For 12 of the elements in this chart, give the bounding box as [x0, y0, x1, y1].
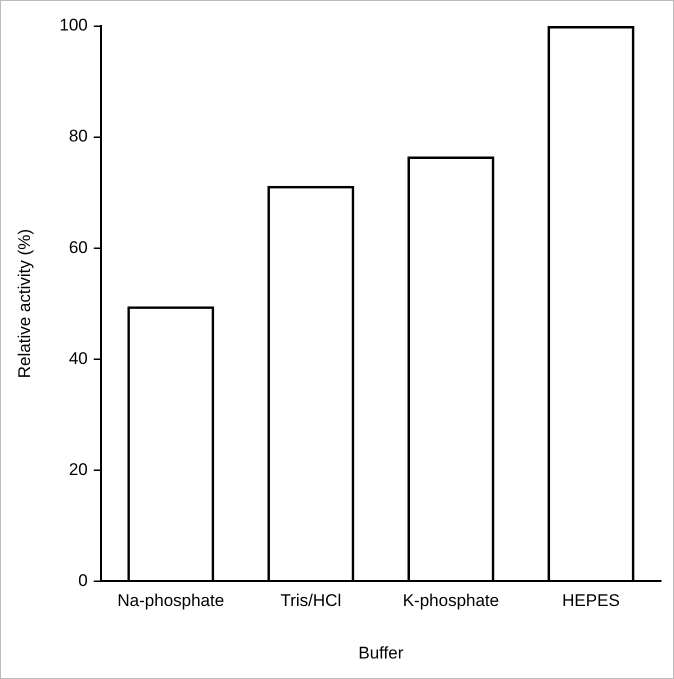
- y-tick-label: 0: [78, 570, 88, 590]
- x-tick-label: K-phosphate: [402, 591, 500, 610]
- y-tick-label: 60: [68, 238, 88, 257]
- y-axis-title: Relative activity (%): [14, 228, 34, 378]
- x-tick-label: HEPES: [562, 591, 620, 610]
- y-tick-label: 80: [68, 126, 88, 146]
- y-tick-label: 20: [68, 460, 88, 479]
- y-tick-label: 100: [59, 16, 88, 35]
- x-tick-label: Tris/HCl: [280, 591, 342, 610]
- x-tick-label: Na-phosphate: [117, 591, 224, 610]
- y-tick-label: 40: [68, 348, 88, 368]
- x-axis-title: Buffer: [358, 643, 404, 662]
